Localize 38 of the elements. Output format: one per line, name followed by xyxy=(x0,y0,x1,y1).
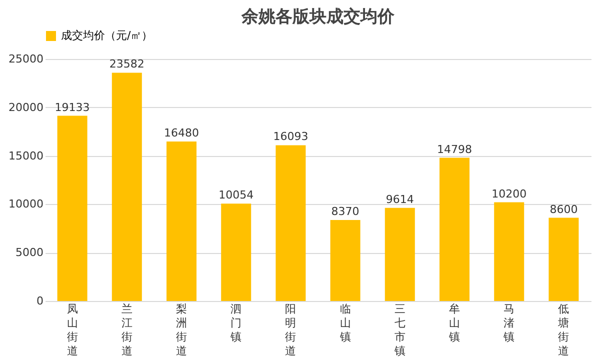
x-tick-label: 泗门镇 xyxy=(230,302,242,344)
y-tick-label: 0 xyxy=(36,294,44,308)
x-tick-label: 临山镇 xyxy=(338,302,351,344)
y-tick-label: 25000 xyxy=(8,52,44,66)
data-label: 9614 xyxy=(386,192,414,206)
data-label: 23582 xyxy=(109,58,144,71)
x-tick-label: 梨洲街道 xyxy=(176,302,187,358)
bar xyxy=(221,204,252,301)
x-tick-label: 马渚镇 xyxy=(502,302,515,344)
chart-title: 余姚各版块成交均价 xyxy=(240,7,396,27)
data-label: 8370 xyxy=(331,204,360,218)
bar xyxy=(57,116,88,301)
data-label: 16093 xyxy=(273,130,308,144)
data-label: 16480 xyxy=(164,126,199,140)
bar xyxy=(494,202,524,301)
data-label: 19133 xyxy=(54,100,90,114)
bar xyxy=(548,218,579,301)
y-tick-label: 5000 xyxy=(16,246,44,260)
y-tick-label: 20000 xyxy=(8,100,44,114)
data-label: 14798 xyxy=(437,142,472,156)
data-label: 10054 xyxy=(218,188,254,202)
x-tick-label: 兰江街道 xyxy=(121,302,132,358)
x-tick-label: 阳明街道 xyxy=(285,302,296,358)
x-tick-label: 凤山街道 xyxy=(66,302,78,358)
legend-label: 成交均价（元/㎡） xyxy=(61,29,153,42)
x-tick-label: 三七市镇 xyxy=(393,302,406,358)
data-label: 8600 xyxy=(550,202,578,216)
bar xyxy=(330,220,360,301)
x-tick-label: 牟山镇 xyxy=(448,302,460,344)
x-tick-label: 低塘街道 xyxy=(557,302,570,358)
bar xyxy=(276,145,306,301)
bar xyxy=(112,72,142,301)
bar xyxy=(440,158,470,301)
bar xyxy=(384,208,415,301)
y-tick-label: 15000 xyxy=(8,149,44,162)
y-tick-label: 10000 xyxy=(8,198,44,211)
data-label: 10200 xyxy=(492,187,527,200)
bar xyxy=(166,141,196,301)
